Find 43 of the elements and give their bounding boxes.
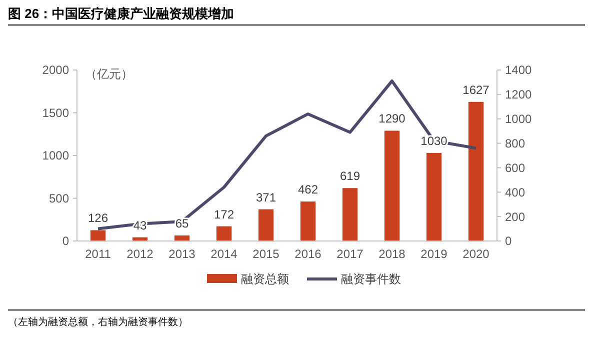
y2-tick-label: 1200 bbox=[505, 88, 532, 102]
chart-title: 图 26：中国医疗健康产业融资规模增加 bbox=[8, 6, 234, 21]
y-axis-title: （亿元） bbox=[85, 67, 133, 82]
text: （左轴为融资总额，右轴为融资事件数） bbox=[8, 316, 188, 328]
data-label: 619 bbox=[340, 169, 360, 184]
y2-tick-label: 1000 bbox=[505, 112, 532, 126]
bar bbox=[300, 202, 316, 241]
data-label: 172 bbox=[214, 207, 234, 222]
x-tick-label: 2018 bbox=[378, 247, 406, 261]
x-tick-label: 2013 bbox=[168, 247, 196, 261]
legend-label: 融资总额 bbox=[241, 272, 289, 286]
data-label: 1627 bbox=[462, 82, 490, 97]
y2-tick-label: 0 bbox=[505, 234, 512, 248]
y-tick-label: 500 bbox=[48, 191, 70, 206]
x-tick-label: 2017 bbox=[336, 247, 364, 261]
data-label: 371 bbox=[256, 190, 276, 204]
x-tick-label: 2020 bbox=[462, 247, 490, 261]
y2-tick-label: 600 bbox=[505, 160, 526, 175]
bar bbox=[468, 102, 484, 241]
bar bbox=[384, 130, 400, 241]
y-tick-label: 2000 bbox=[42, 63, 70, 78]
y-tick-label: 1500 bbox=[42, 106, 70, 120]
y-tick-label: 1000 bbox=[42, 148, 70, 163]
x-tick-label: 2016 bbox=[294, 247, 322, 261]
data-label: 126 bbox=[88, 211, 108, 226]
y2-tick-label: 1400 bbox=[505, 63, 532, 78]
x-tick-label: 2014 bbox=[210, 247, 238, 261]
x-tick-label: 2011 bbox=[85, 247, 112, 261]
data-label: 1290 bbox=[378, 112, 406, 126]
x-tick-label: 2015 bbox=[252, 247, 280, 261]
y-tick-label: 0 bbox=[62, 234, 70, 248]
bar bbox=[258, 209, 274, 241]
x-tick-label: 2019 bbox=[420, 247, 448, 261]
legend-label: 融资事件数 bbox=[341, 272, 401, 286]
data-label: 462 bbox=[298, 182, 318, 196]
bar bbox=[90, 230, 106, 241]
y2-tick-label: 400 bbox=[505, 185, 526, 200]
bar bbox=[342, 188, 358, 241]
x-tick-label: 2012 bbox=[126, 247, 154, 261]
bar bbox=[426, 152, 442, 241]
y2-tick-label: 200 bbox=[505, 210, 526, 224]
bar bbox=[216, 226, 232, 241]
y2-tick-label: 800 bbox=[505, 136, 526, 150]
